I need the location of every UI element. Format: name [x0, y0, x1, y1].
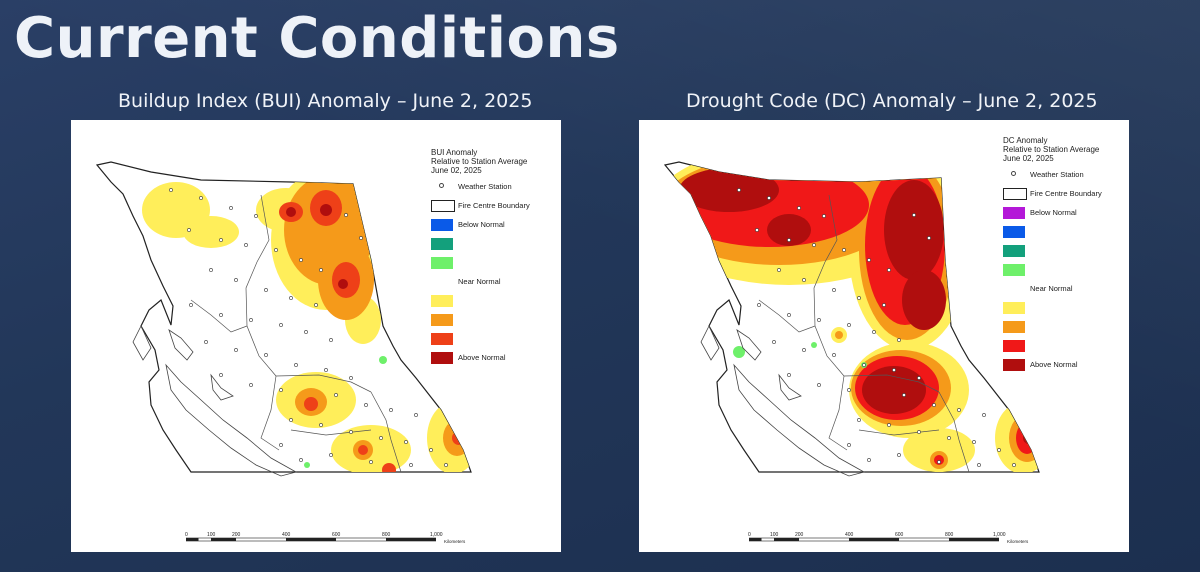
scale-tick-label: 400: [282, 532, 291, 538]
legend-class: [431, 257, 559, 273]
legend-swatch: [431, 219, 453, 231]
scale-tick-label: 600: [895, 532, 904, 538]
legend-weather-station: Weather Station: [1003, 169, 1131, 185]
legend-swatch: [431, 238, 453, 250]
fire-centre-boundaries: [758, 194, 970, 473]
scale-tick-label: 0: [748, 532, 751, 538]
legend-class: [431, 295, 559, 311]
legend-class: [431, 314, 559, 330]
legend-swatch: [1003, 283, 1025, 295]
legend-class: [1003, 264, 1131, 280]
weather-stations: [169, 188, 448, 467]
legend-class: [431, 333, 559, 349]
legend-class: Above Normal: [1003, 359, 1131, 375]
legend-label: Weather Station: [458, 182, 512, 191]
scale-tick-label: 200: [795, 532, 804, 538]
legend-class: [1003, 340, 1131, 356]
bui-scale-bar: 0 100 200 400 600 800 1,000 Kilometers: [185, 532, 465, 549]
scale-tick-label: 100: [770, 532, 779, 538]
scale-units-label: Kilometers: [444, 539, 466, 544]
legend-label: Above Normal: [1030, 360, 1078, 369]
legend-title-line: June 02, 2025: [431, 166, 482, 175]
dc-map-subtitle: Drought Code (DC) Anomaly – June 2, 2025: [686, 90, 1098, 112]
legend-swatch: [1003, 340, 1025, 352]
scale-tick-label: 1,000: [993, 532, 1006, 538]
legend-label: Weather Station: [1030, 170, 1084, 179]
legend-swatch: [1003, 302, 1025, 314]
legend-label: Near Normal: [1030, 284, 1073, 293]
legend-swatch: [431, 352, 453, 364]
scale-tick-label: 600: [332, 532, 341, 538]
legend-swatch: [431, 314, 453, 326]
scale-bar-graphic: [186, 537, 436, 542]
page-title: Current Conditions: [14, 6, 620, 71]
legend-swatch: [1003, 264, 1025, 276]
scale-tick-label: 1,000: [430, 532, 443, 538]
legend-swatch: [1003, 359, 1025, 371]
scale-tick-label: 200: [232, 532, 241, 538]
scale-units-label: Kilometers: [1007, 539, 1029, 544]
legend-weather-station: Weather Station: [431, 181, 559, 197]
weather-station-icon: [1011, 171, 1016, 176]
legend-swatch: [431, 333, 453, 345]
coastline-islands: [700, 325, 866, 477]
legend-label: Above Normal: [458, 353, 506, 362]
scale-tick-label: 800: [382, 532, 391, 538]
legend-swatch: [431, 276, 453, 288]
legend-swatch: [1003, 207, 1025, 219]
legend-fire-centre: Fire Centre Boundary: [431, 200, 559, 216]
legend-class: Above Normal: [431, 352, 559, 368]
legend-swatch: [431, 295, 453, 307]
legend-class: [1003, 302, 1131, 318]
boundary-box-icon: [431, 200, 455, 212]
dc-map-graphic: [663, 161, 1040, 477]
legend-label: Near Normal: [458, 277, 501, 286]
legend-class: Near Normal: [1003, 283, 1131, 299]
legend-class: Near Normal: [431, 276, 559, 292]
legend-class: [1003, 226, 1131, 242]
dc-anomaly-map: DC Anomaly Relative to Station Average J…: [639, 120, 1129, 552]
bui-anomaly-map: BUI Anomaly Relative to Station Average …: [71, 120, 561, 552]
scale-tick-label: 0: [185, 532, 188, 538]
legend-class: [431, 238, 559, 254]
legend-title-line: June 02, 2025: [1003, 154, 1054, 163]
scale-tick-label: 100: [207, 532, 216, 538]
legend-label: Below Normal: [1030, 208, 1077, 217]
legend-fire-centre: Fire Centre Boundary: [1003, 188, 1131, 204]
legend-swatch: [431, 257, 453, 269]
legend-class: Below Normal: [431, 219, 559, 235]
dc-map-legend: DC Anomaly Relative to Station Average J…: [1003, 136, 1131, 375]
legend-swatch: [1003, 321, 1025, 333]
legend-swatch: [1003, 226, 1025, 238]
dc-scale-bar: 0 100 200 400 600 800 1,000 Kilometers: [748, 532, 1028, 549]
legend-title-line: BUI Anomaly: [431, 148, 478, 157]
legend-swatch: [1003, 245, 1025, 257]
bui-map-legend: BUI Anomaly Relative to Station Average …: [431, 148, 559, 368]
bui-map-graphic: [95, 161, 472, 477]
scale-tick-label: 400: [845, 532, 854, 538]
legend-title-line: DC Anomaly: [1003, 136, 1048, 145]
coastline-islands: [132, 325, 298, 477]
legend-class: [1003, 321, 1131, 337]
weather-station-icon: [439, 183, 444, 188]
legend-label: Fire Centre Boundary: [1030, 189, 1102, 198]
weather-stations: [737, 188, 1016, 467]
boundary-box-icon: [1003, 188, 1027, 200]
legend-label: Fire Centre Boundary: [458, 201, 530, 210]
fire-centre-boundaries: [190, 194, 402, 473]
scale-tick-label: 800: [945, 532, 954, 538]
legend-title-line: Relative to Station Average: [1003, 145, 1100, 154]
bui-map-subtitle: Buildup Index (BUI) Anomaly – June 2, 20…: [118, 90, 533, 112]
legend-label: Below Normal: [458, 220, 505, 229]
legend-class: Below Normal: [1003, 207, 1131, 223]
legend-class: [1003, 245, 1131, 261]
legend-title-line: Relative to Station Average: [431, 157, 528, 166]
scale-bar-graphic: [749, 537, 999, 542]
